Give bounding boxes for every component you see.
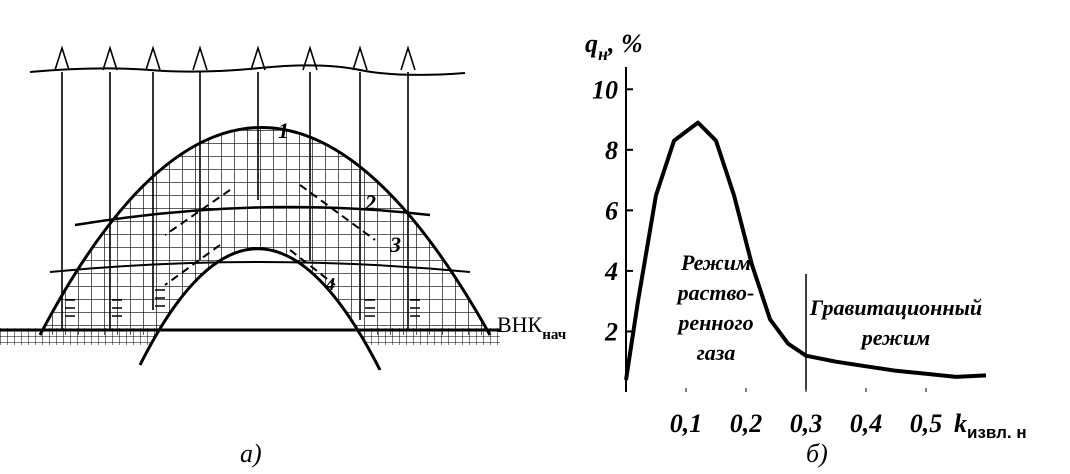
annotation: раство- xyxy=(676,280,755,305)
y-tick-label: 8 xyxy=(605,136,618,165)
well-heads xyxy=(55,48,415,70)
x-label-symbol: k xyxy=(954,409,967,438)
panel-b: 2 4 6 8 10 0,1 0,2 0,3 0,4 0,5 qн, % kизвл. н Режим р… xyxy=(585,29,1027,468)
surface xyxy=(30,65,465,74)
x-tick-label: 0,3 xyxy=(790,409,823,438)
annotation: ренного xyxy=(676,310,753,335)
contact-label-sub: нач xyxy=(542,327,567,343)
panel-caption: б) xyxy=(806,439,828,468)
y-label-suffix: , % xyxy=(607,29,643,58)
y-label-sub: н xyxy=(598,44,608,64)
annotation: газа xyxy=(697,340,736,365)
y-tick-label: 10 xyxy=(592,75,618,104)
curve-label: 4 xyxy=(325,274,335,294)
y-label-symbol: q xyxy=(585,29,598,58)
panel-caption: а) xyxy=(240,439,262,468)
panel-a: 1 2 3 4 ВНКнач а) xyxy=(0,48,567,474)
x-tick-label: 0,5 xyxy=(910,409,943,438)
curve-label: 2 xyxy=(364,190,376,215)
contact-label: ВНКнач xyxy=(497,312,567,343)
x-tick-label: 0,4 xyxy=(850,409,883,438)
x-tick-label: 0,1 xyxy=(670,409,703,438)
annotation: режим xyxy=(860,325,930,350)
annotation: Режим xyxy=(680,250,751,275)
y-tick-label: 6 xyxy=(605,196,618,225)
x-label-sub: извл. н xyxy=(967,423,1027,442)
y-tick-label: 2 xyxy=(604,317,618,346)
y-tick-label: 4 xyxy=(604,257,618,286)
contact-label-main: ВНК xyxy=(497,312,543,337)
x-axis-label: kизвл. н xyxy=(954,409,1027,442)
curve-label: 1 xyxy=(278,118,289,143)
x-tick-label: 0,2 xyxy=(730,409,763,438)
y-axis-label: qн, % xyxy=(585,29,643,64)
figure: 1 2 3 4 ВНКнач а) 2 4 6 8 10 0,1 0,2 0,3 0,4 0,5 q… xyxy=(0,0,1070,474)
curve-label: 3 xyxy=(389,232,401,257)
annotation: Гравитационный xyxy=(809,295,982,320)
